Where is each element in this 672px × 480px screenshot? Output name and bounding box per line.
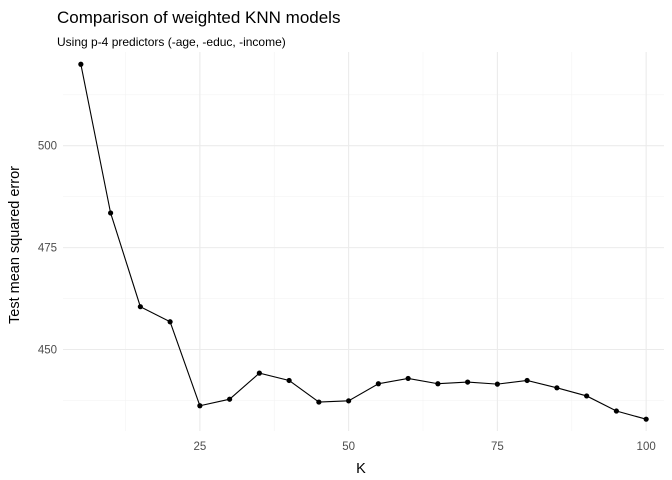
data-point	[346, 398, 352, 404]
data-point	[286, 377, 292, 384]
y-tick-label: 475	[38, 243, 57, 255]
data-point	[375, 381, 381, 387]
data-point	[227, 396, 233, 402]
data-point	[465, 379, 471, 385]
data-point	[137, 304, 143, 310]
data-point	[435, 381, 441, 387]
chart-title: Comparison of weighted KNN models	[57, 8, 340, 27]
y-tick-label: 450	[38, 344, 57, 356]
data-point	[405, 375, 411, 382]
data-point	[524, 377, 530, 384]
data-point	[256, 370, 262, 376]
tick-labels: 25 50 75 100 450 475 500	[38, 141, 656, 453]
data-point	[643, 416, 649, 422]
y-tick-label: 500	[38, 141, 57, 153]
data-point	[554, 385, 560, 391]
data-point	[197, 403, 203, 409]
data-point	[584, 393, 590, 399]
data-series	[78, 61, 649, 422]
data-point	[494, 381, 500, 387]
data-point	[613, 408, 619, 414]
grid	[63, 52, 664, 431]
y-axis-title: Test mean squared error	[7, 166, 23, 324]
x-axis-title: K	[356, 461, 366, 477]
data-point	[167, 319, 173, 325]
x-tick-label: 75	[491, 441, 504, 453]
x-tick-label: 50	[342, 441, 355, 453]
series-line	[80, 64, 647, 420]
data-point	[108, 210, 114, 216]
chart-subtitle: Using p-4 predictors (-age, -educ, -inco…	[57, 35, 286, 49]
data-point	[316, 399, 322, 405]
data-point	[78, 61, 84, 67]
x-tick-label: 25	[193, 441, 206, 453]
x-tick-label: 100	[637, 441, 656, 453]
